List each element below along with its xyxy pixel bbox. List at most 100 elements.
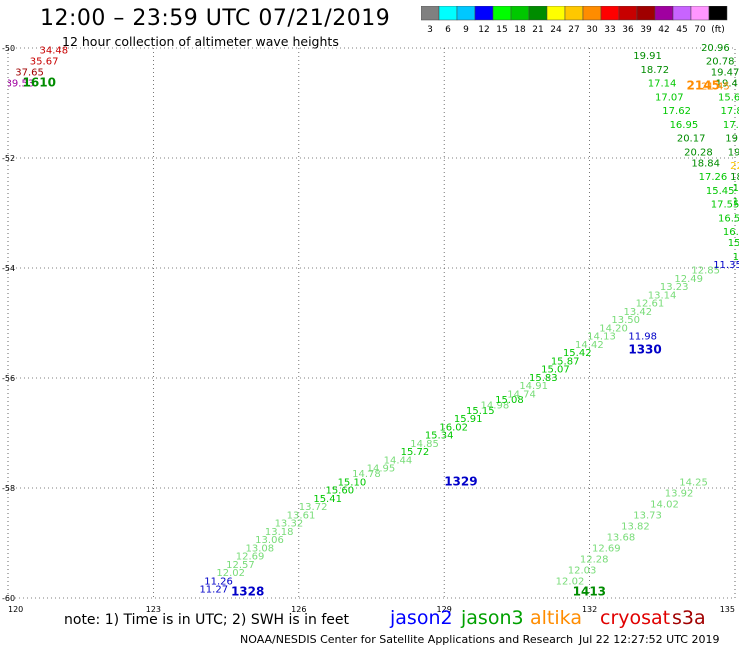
x-tick-label: 135: [720, 605, 735, 614]
wave-height-label: 15.42: [563, 348, 592, 359]
colorbar-label: 42: [658, 25, 669, 35]
generated-timestamp: Jul 22 12:27:52 UTC 2019: [579, 633, 720, 646]
wave-height-label: 16.80: [733, 197, 740, 208]
colorbar-label: 39: [640, 25, 652, 35]
wave-height-label: 15.62: [718, 92, 740, 103]
page-subtitle: 12 hour collection of altimeter wave hei…: [62, 34, 339, 49]
x-tick-label: 126: [291, 605, 306, 614]
wave-height-label: 13.73: [633, 510, 662, 521]
wave-height-label: 15.34: [425, 431, 454, 442]
colorbar-label: 21: [532, 25, 543, 35]
wave-height-label: 11.35: [713, 260, 740, 271]
wave-height-label: 16.95: [670, 120, 699, 131]
wave-height-label: 15.08: [495, 395, 524, 406]
page-title: 12:00 – 23:59 UTC 07/21/2019: [40, 6, 391, 31]
y-tick-label: -56: [2, 374, 15, 383]
wave-height-label: 12.02: [556, 576, 585, 587]
wave-height-label: 15.41: [313, 494, 342, 505]
wave-height-label: 13.42: [624, 307, 653, 318]
wave-height-label: 18.72: [640, 65, 669, 76]
colorbar-label: (ft): [711, 25, 725, 35]
wave-height-label: 15.80: [728, 238, 740, 249]
wave-height-label: 12.02: [216, 568, 245, 579]
wave-height-label: 17.14: [648, 79, 677, 90]
wave-height-label: 14.78: [352, 469, 381, 480]
wave-height-label: 15.45: [706, 186, 735, 197]
wave-height-label: 15.87: [551, 356, 580, 367]
wave-height-label: 21.45: [701, 81, 730, 92]
x-tick-label: 129: [437, 605, 452, 614]
colorbar-label: 18: [514, 25, 526, 35]
wave-height-label: 13.14: [648, 290, 677, 301]
wave-height-label: 39.53: [6, 79, 35, 90]
wave-height-label: 13.92: [665, 488, 694, 499]
wave-height-label: 13.18: [265, 527, 294, 538]
wave-height-label: 13.68: [607, 532, 636, 543]
wave-height-label: 35.67: [30, 57, 59, 68]
wave-height-label: 11.98: [628, 332, 657, 343]
wave-height-label: 14.02: [650, 499, 679, 510]
wave-height-label: 13.82: [621, 521, 650, 532]
footnote: note: 1) Time is in UTC; 2) SWH is in fe…: [64, 612, 350, 628]
wave-height-label: 14.91: [519, 381, 548, 392]
wave-height-label: 15.60: [325, 486, 354, 497]
y-tick-label: -60: [2, 594, 15, 603]
plot-frame: [7, 47, 736, 599]
colorbar-label: 9: [463, 25, 469, 35]
wave-height-label: 15.83: [529, 373, 558, 384]
wave-height-label: 17.50: [733, 183, 740, 194]
wave-height-label: 16.20: [733, 252, 740, 263]
wave-height-label: 17.84: [720, 106, 740, 117]
colorbar-label: 6: [445, 25, 451, 35]
track-number-label: 1329: [444, 474, 477, 488]
x-tick-label: 123: [146, 605, 161, 614]
wave-height-label: 17.55: [711, 200, 740, 211]
wave-height-label: 19.90: [728, 147, 740, 158]
wave-height-label: 13.06: [255, 535, 284, 546]
wave-height-label: 14.44: [384, 455, 413, 466]
x-tick-label: 132: [582, 605, 597, 614]
wave-height-label: 20.78: [706, 57, 735, 68]
wave-height-label: 20.17: [677, 134, 706, 145]
wave-height-label: 14.85: [410, 439, 439, 450]
wave-height-label: 19.47: [711, 68, 740, 79]
colorbar-swatch: [708, 6, 728, 21]
legend-s3a: s3a: [672, 607, 706, 629]
wave-height-label: 20.96: [701, 43, 730, 54]
wave-height-label: 20.28: [684, 147, 713, 158]
colorbar-label: 12: [478, 25, 489, 35]
colorbar-label: 15: [496, 25, 507, 35]
wave-height-label: 14.13: [587, 332, 616, 343]
y-tick-label: -50: [2, 44, 15, 53]
track-number-label: 1328: [231, 584, 264, 598]
track-number-label: 1413: [573, 584, 606, 598]
x-tick-label: 120: [8, 605, 23, 614]
track-number-label: 1330: [628, 342, 661, 356]
wave-height-label: 12.69: [236, 552, 265, 563]
wave-height-label: 17.09: [723, 120, 740, 131]
wave-height-label: 16.00: [723, 227, 740, 238]
colorbar-label: 24: [550, 25, 562, 35]
legend-jason2: jason2: [390, 607, 453, 629]
credit-line: NOAA/NESDIS Center for Satellite Applica…: [240, 633, 574, 646]
y-tick-label: -52: [2, 154, 15, 163]
wave-height-label: 17.62: [662, 106, 691, 117]
wave-height-label: 14.98: [481, 400, 510, 411]
wave-height-label: 37.65: [15, 68, 44, 79]
wave-height-label: 13.50: [611, 315, 640, 326]
wave-height-label: 12.28: [580, 554, 609, 565]
colorbar-label: 3: [427, 25, 433, 35]
color-scale-legend: 3 6 9 12 15 18 21 24 27 30 33 36 39 42 45 70 (ft): [421, 6, 728, 35]
wave-height-label: 12.57: [226, 560, 255, 571]
wave-height-label: 18.20: [730, 172, 740, 183]
wave-height-label: 16.02: [439, 422, 468, 433]
legend-jason3: jason3: [461, 607, 524, 629]
wave-height-label: 15.07: [541, 365, 570, 376]
legend-cryosat: cryosat: [600, 607, 671, 629]
wave-height-label: 16.57: [718, 213, 740, 224]
wave-height-label: 12.69: [592, 543, 621, 554]
wave-height-label: 15.10: [338, 477, 367, 488]
legend-altika: altika: [530, 607, 582, 629]
wave-height-label: 11.26: [204, 576, 233, 587]
